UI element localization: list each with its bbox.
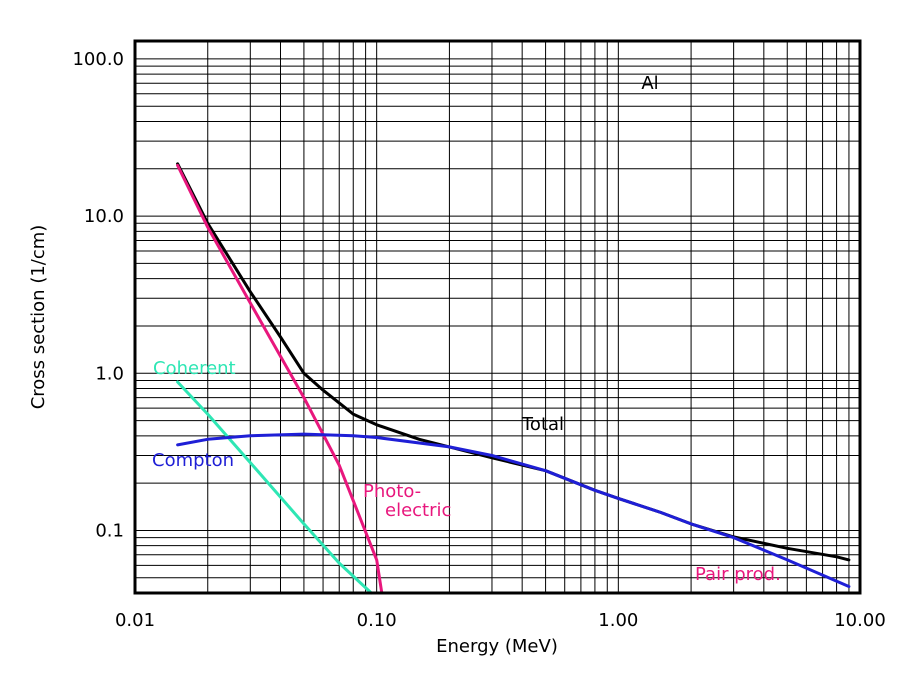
label-photo: Photo- (363, 481, 421, 502)
element-annotation: Al (641, 73, 658, 94)
y-tick-label: 100.0 (72, 49, 124, 70)
label-total: Total (521, 414, 564, 435)
label-electric: electric (385, 500, 451, 521)
y-tick-label: 0.1 (95, 520, 124, 541)
series-line-photo-electric (176, 163, 384, 595)
x-tick-label: 1.00 (598, 610, 638, 631)
series-line-coherent (176, 380, 373, 595)
y-axis-title: Cross section (1/cm) (28, 225, 49, 410)
y-tick-label: 1.0 (95, 363, 124, 384)
grid (134, 41, 860, 594)
label-coherent: Coherent (153, 358, 236, 379)
x-tick-label: 0.01 (115, 610, 155, 631)
series-labels: Total Photo- electric Coherent Compton P… (152, 358, 781, 585)
x-tick-label: 0.10 (357, 610, 397, 631)
x-axis-title: Energy (MeV) (436, 636, 558, 657)
series-lines (176, 162, 851, 595)
y-tick-label: 10.0 (84, 206, 124, 227)
label-pair-prod: Pair prod. (695, 564, 781, 585)
x-tick-label: 10.00 (834, 610, 886, 631)
label-compton: Compton (152, 450, 234, 471)
x-tick-labels: 0.01 0.10 1.00 10.00 (115, 610, 886, 631)
plot-frame (133, 39, 862, 595)
series-line-compton (176, 432, 851, 588)
y-tick-labels: 0.1 1.0 10.0 100.0 (72, 49, 124, 542)
